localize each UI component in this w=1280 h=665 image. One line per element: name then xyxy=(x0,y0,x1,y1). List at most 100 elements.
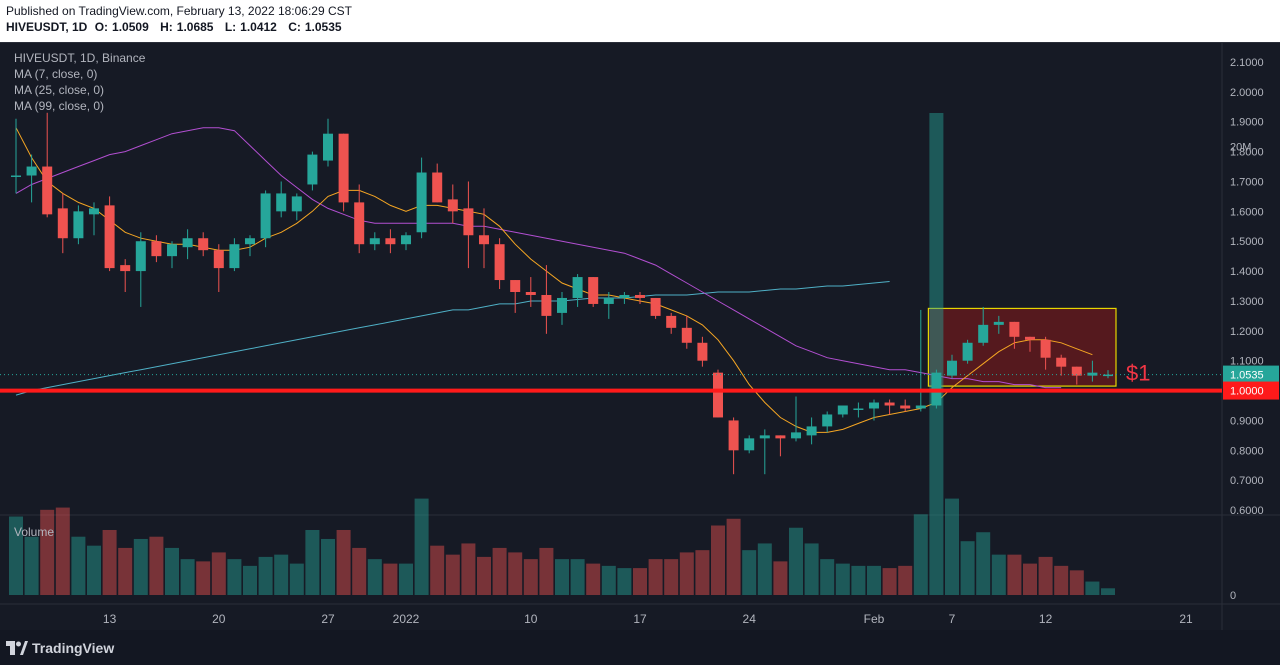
volume-bar xyxy=(430,545,445,595)
candle-body xyxy=(822,414,833,427)
chart-frame[interactable]: 2.1000 2.0000 1.9000 1.8000 1.7000 1.6000 1.50… xyxy=(0,42,1280,631)
volume-bar xyxy=(461,543,476,595)
open-value: 1.0509 xyxy=(112,20,149,34)
legend-ma7: MA (7, close, 0) xyxy=(14,67,98,81)
price-tick-label: 1.6000 xyxy=(1230,206,1264,218)
open-label: O: xyxy=(94,20,109,34)
candle-body xyxy=(245,238,255,245)
volume-bar xyxy=(539,547,554,595)
volume-bar xyxy=(336,529,351,595)
candle-body xyxy=(915,405,926,409)
candle-body xyxy=(603,297,614,304)
volume-bar xyxy=(87,545,101,595)
volume-bar xyxy=(149,536,164,595)
footer-bar xyxy=(0,630,1280,665)
volume-bar xyxy=(9,516,23,595)
price-tick-label: 1.8000 xyxy=(1230,147,1264,159)
volume-bar xyxy=(804,543,819,595)
time-tick-label: 10 xyxy=(524,612,538,626)
candle-body xyxy=(619,294,630,298)
candle-body xyxy=(572,277,583,298)
volume-bar xyxy=(633,568,647,595)
price-tick-label: 2.1000 xyxy=(1230,57,1264,69)
volume-bar xyxy=(55,507,70,595)
volume-bar xyxy=(726,518,741,595)
volume-bar xyxy=(586,563,601,595)
candle-body xyxy=(853,408,864,410)
volume-bar xyxy=(321,538,335,595)
volume-bar xyxy=(648,559,663,595)
price-tick-label: 0.8000 xyxy=(1230,445,1264,457)
candle-body xyxy=(447,199,458,212)
volume-bar xyxy=(757,543,772,595)
candle-body xyxy=(385,238,396,245)
price-tick-label: 0.7000 xyxy=(1230,475,1264,487)
volume-bar xyxy=(258,556,273,595)
candle-body xyxy=(89,208,99,215)
legend-title: HIVEUSDT, 1D, Binance xyxy=(14,51,146,65)
price-tick-label: 1.7000 xyxy=(1230,176,1264,188)
volume-bar xyxy=(477,556,491,595)
volume-bar xyxy=(71,536,86,595)
candle-body xyxy=(104,205,115,269)
time-tick-label: 12 xyxy=(1039,612,1053,626)
candle-body xyxy=(837,405,848,415)
candle-body xyxy=(307,154,318,185)
candle-body xyxy=(291,196,302,212)
time-tick-label: 21 xyxy=(1179,612,1193,626)
volume-bar xyxy=(24,536,39,595)
candle-body xyxy=(1103,374,1113,377)
time-tick-label: 20 xyxy=(212,612,226,626)
candle-body xyxy=(401,235,411,245)
candle-body xyxy=(947,360,957,376)
candle-body xyxy=(681,327,692,343)
candle-body xyxy=(1056,357,1067,367)
volume-tick-label: 0 xyxy=(1230,590,1236,602)
candle-body xyxy=(213,250,224,269)
ma25-line xyxy=(15,127,1062,389)
volume-bar xyxy=(180,559,195,595)
volume-bar xyxy=(243,565,257,595)
time-tick-label: 2022 xyxy=(393,612,420,626)
candle-body xyxy=(775,435,786,439)
volume-bar xyxy=(898,565,913,595)
candle-body xyxy=(744,438,755,451)
time-tick-label: 17 xyxy=(633,612,647,626)
volume-bar xyxy=(1023,563,1037,595)
volume-bar xyxy=(617,568,632,595)
low-label: L: xyxy=(224,20,237,34)
price-tick-label: 1.1000 xyxy=(1230,356,1264,368)
candle-body xyxy=(962,342,973,361)
volume-bar xyxy=(274,554,289,595)
volume-bar xyxy=(289,563,304,595)
candle-body xyxy=(978,324,989,343)
time-tick-label: 27 xyxy=(321,612,335,626)
tradingview-logo[interactable]: TradingView xyxy=(6,640,114,656)
candle-body xyxy=(588,277,599,304)
time-tick-label: 13 xyxy=(103,612,117,626)
chart-canvas[interactable]: 2.1000 2.0000 1.9000 1.8000 1.7000 1.6000 1.50… xyxy=(0,43,1280,631)
last-price-badge xyxy=(1223,365,1279,384)
volume-bar xyxy=(789,527,803,595)
volume-bar xyxy=(211,552,226,595)
time-tick-label: 7 xyxy=(949,612,956,626)
volume-bar xyxy=(1069,570,1084,595)
candle-body xyxy=(42,166,53,215)
candle-body xyxy=(57,208,68,239)
candle-body xyxy=(993,321,1004,325)
legend-ma99: MA (99, close, 0) xyxy=(14,99,105,113)
volume-bar xyxy=(835,563,850,595)
volume-bar xyxy=(867,565,881,595)
price-tick-label: 1.2000 xyxy=(1230,326,1264,338)
candle-body xyxy=(151,241,162,257)
legend-volume: Volume xyxy=(14,525,55,539)
candle-body xyxy=(666,315,677,328)
symbol-line: HIVEUSDT, 1D xyxy=(6,20,88,34)
ma7-line xyxy=(15,127,1093,433)
high-value: 1.0685 xyxy=(176,20,214,34)
volume-bar xyxy=(1054,565,1069,595)
candle-body xyxy=(759,435,770,439)
price-tick-label: 1.5000 xyxy=(1230,236,1264,248)
volume-bar xyxy=(945,498,959,595)
candle-body xyxy=(229,244,240,269)
